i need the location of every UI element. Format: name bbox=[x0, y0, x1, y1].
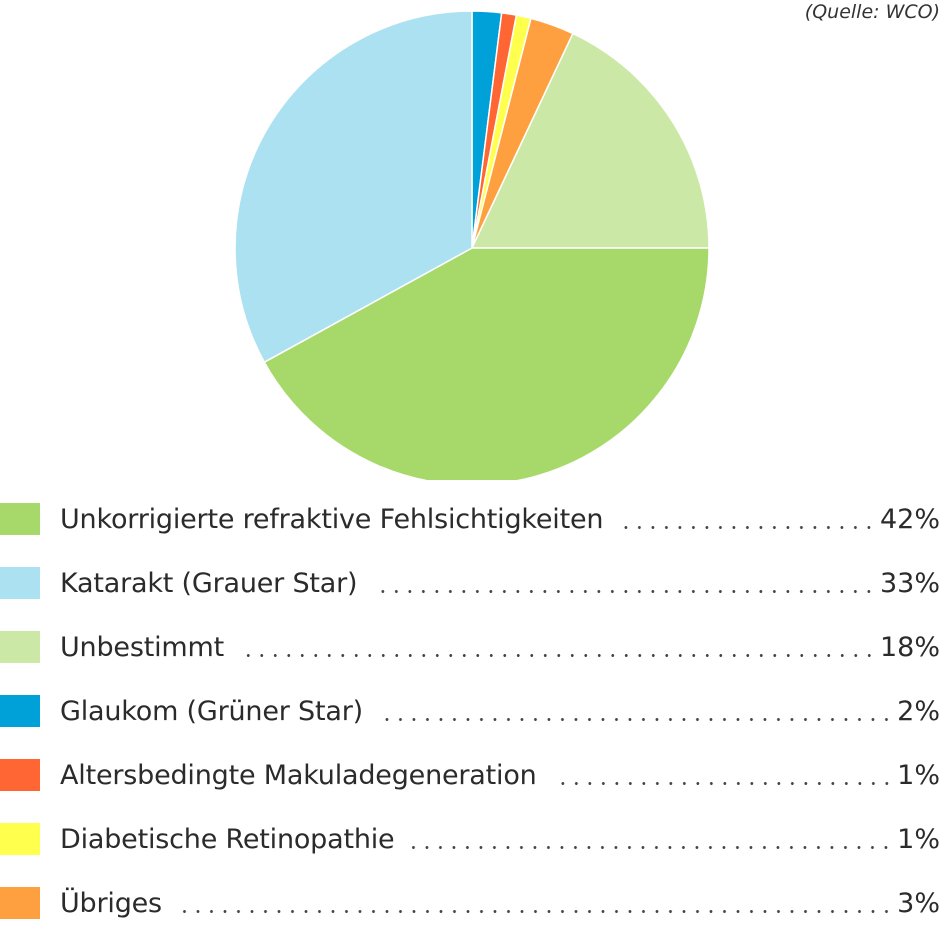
legend-item: Altersbedingte Makuladegeneration 1% bbox=[0, 743, 940, 807]
legend-value: 2% bbox=[897, 695, 940, 727]
pie-slice-4 bbox=[470, 32, 710, 249]
legend-label: Unkorrigierte refraktive Fehlsichtigkeit… bbox=[60, 503, 604, 535]
legend-swatch bbox=[0, 631, 40, 663]
legend: Unkorrigierte refraktive Fehlsichtigkeit… bbox=[0, 487, 940, 935]
legend-value: 3% bbox=[897, 887, 940, 919]
pie-chart bbox=[234, 10, 710, 480]
legend-label: Übriges bbox=[60, 887, 162, 919]
legend-leader-dots bbox=[371, 589, 876, 593]
legend-leader-dots bbox=[175, 909, 894, 913]
legend-swatch bbox=[0, 759, 40, 791]
legend-leader-dots bbox=[237, 653, 876, 657]
legend-item: Diabetische Retinopathie 1% bbox=[0, 807, 940, 871]
legend-item: Übriges 3% bbox=[0, 871, 940, 935]
legend-label: Unbestimmt bbox=[60, 631, 224, 663]
legend-value: 1% bbox=[897, 823, 940, 855]
legend-leader-dots bbox=[550, 781, 894, 785]
legend-item: Unbestimmt 18% bbox=[0, 615, 940, 679]
legend-label: Katarakt (Grauer Star) bbox=[60, 567, 358, 599]
pie-slice-5 bbox=[263, 247, 710, 480]
legend-label: Altersbedingte Makuladegeneration bbox=[60, 759, 537, 791]
legend-value: 42% bbox=[879, 503, 940, 535]
legend-swatch bbox=[0, 567, 40, 599]
legend-swatch bbox=[0, 823, 40, 855]
legend-swatch bbox=[0, 695, 40, 727]
legend-item: Katarakt (Grauer Star) 33% bbox=[0, 551, 940, 615]
legend-leader-dots bbox=[617, 525, 876, 529]
legend-value: 33% bbox=[879, 567, 940, 599]
legend-item: Unkorrigierte refraktive Fehlsichtigkeit… bbox=[0, 487, 940, 551]
legend-swatch bbox=[0, 887, 40, 919]
legend-value: 18% bbox=[879, 631, 940, 663]
legend-leader-dots bbox=[376, 717, 894, 721]
legend-label: Diabetische Retinopathie bbox=[60, 823, 395, 855]
legend-label: Glaukom (Grüner Star) bbox=[60, 695, 363, 727]
source-note: (Quelle: WCO) bbox=[804, 1, 940, 23]
legend-swatch bbox=[0, 503, 40, 535]
pie-slice-6 bbox=[234, 10, 473, 364]
legend-value: 1% bbox=[897, 759, 940, 791]
legend-item: Glaukom (Grüner Star) 2% bbox=[0, 679, 940, 743]
legend-leader-dots bbox=[408, 845, 894, 849]
